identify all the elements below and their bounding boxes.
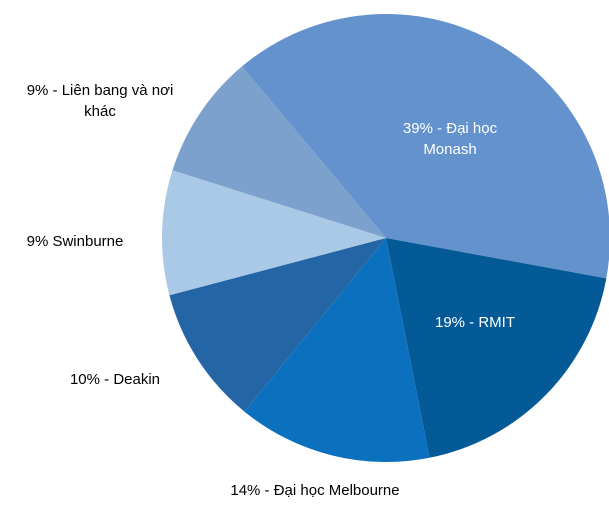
slice-label: 39% - Đại học Monash xyxy=(402,120,498,158)
slice-label: 10% - Deakin xyxy=(69,371,161,388)
pie-slice xyxy=(242,14,609,279)
slice-label: 9% - Liên bang và nơi khác xyxy=(26,82,174,120)
pie-slice xyxy=(172,66,386,239)
slice-label: 19% - RMIT xyxy=(434,314,515,331)
slice-label: 14% - Đại học Melbourne xyxy=(230,482,400,499)
pie-slice xyxy=(386,238,607,458)
slice-label: 9% Swinburne xyxy=(26,233,124,250)
pie-slice xyxy=(169,238,386,412)
pie-slice xyxy=(162,170,386,296)
pie-slice xyxy=(244,238,430,462)
